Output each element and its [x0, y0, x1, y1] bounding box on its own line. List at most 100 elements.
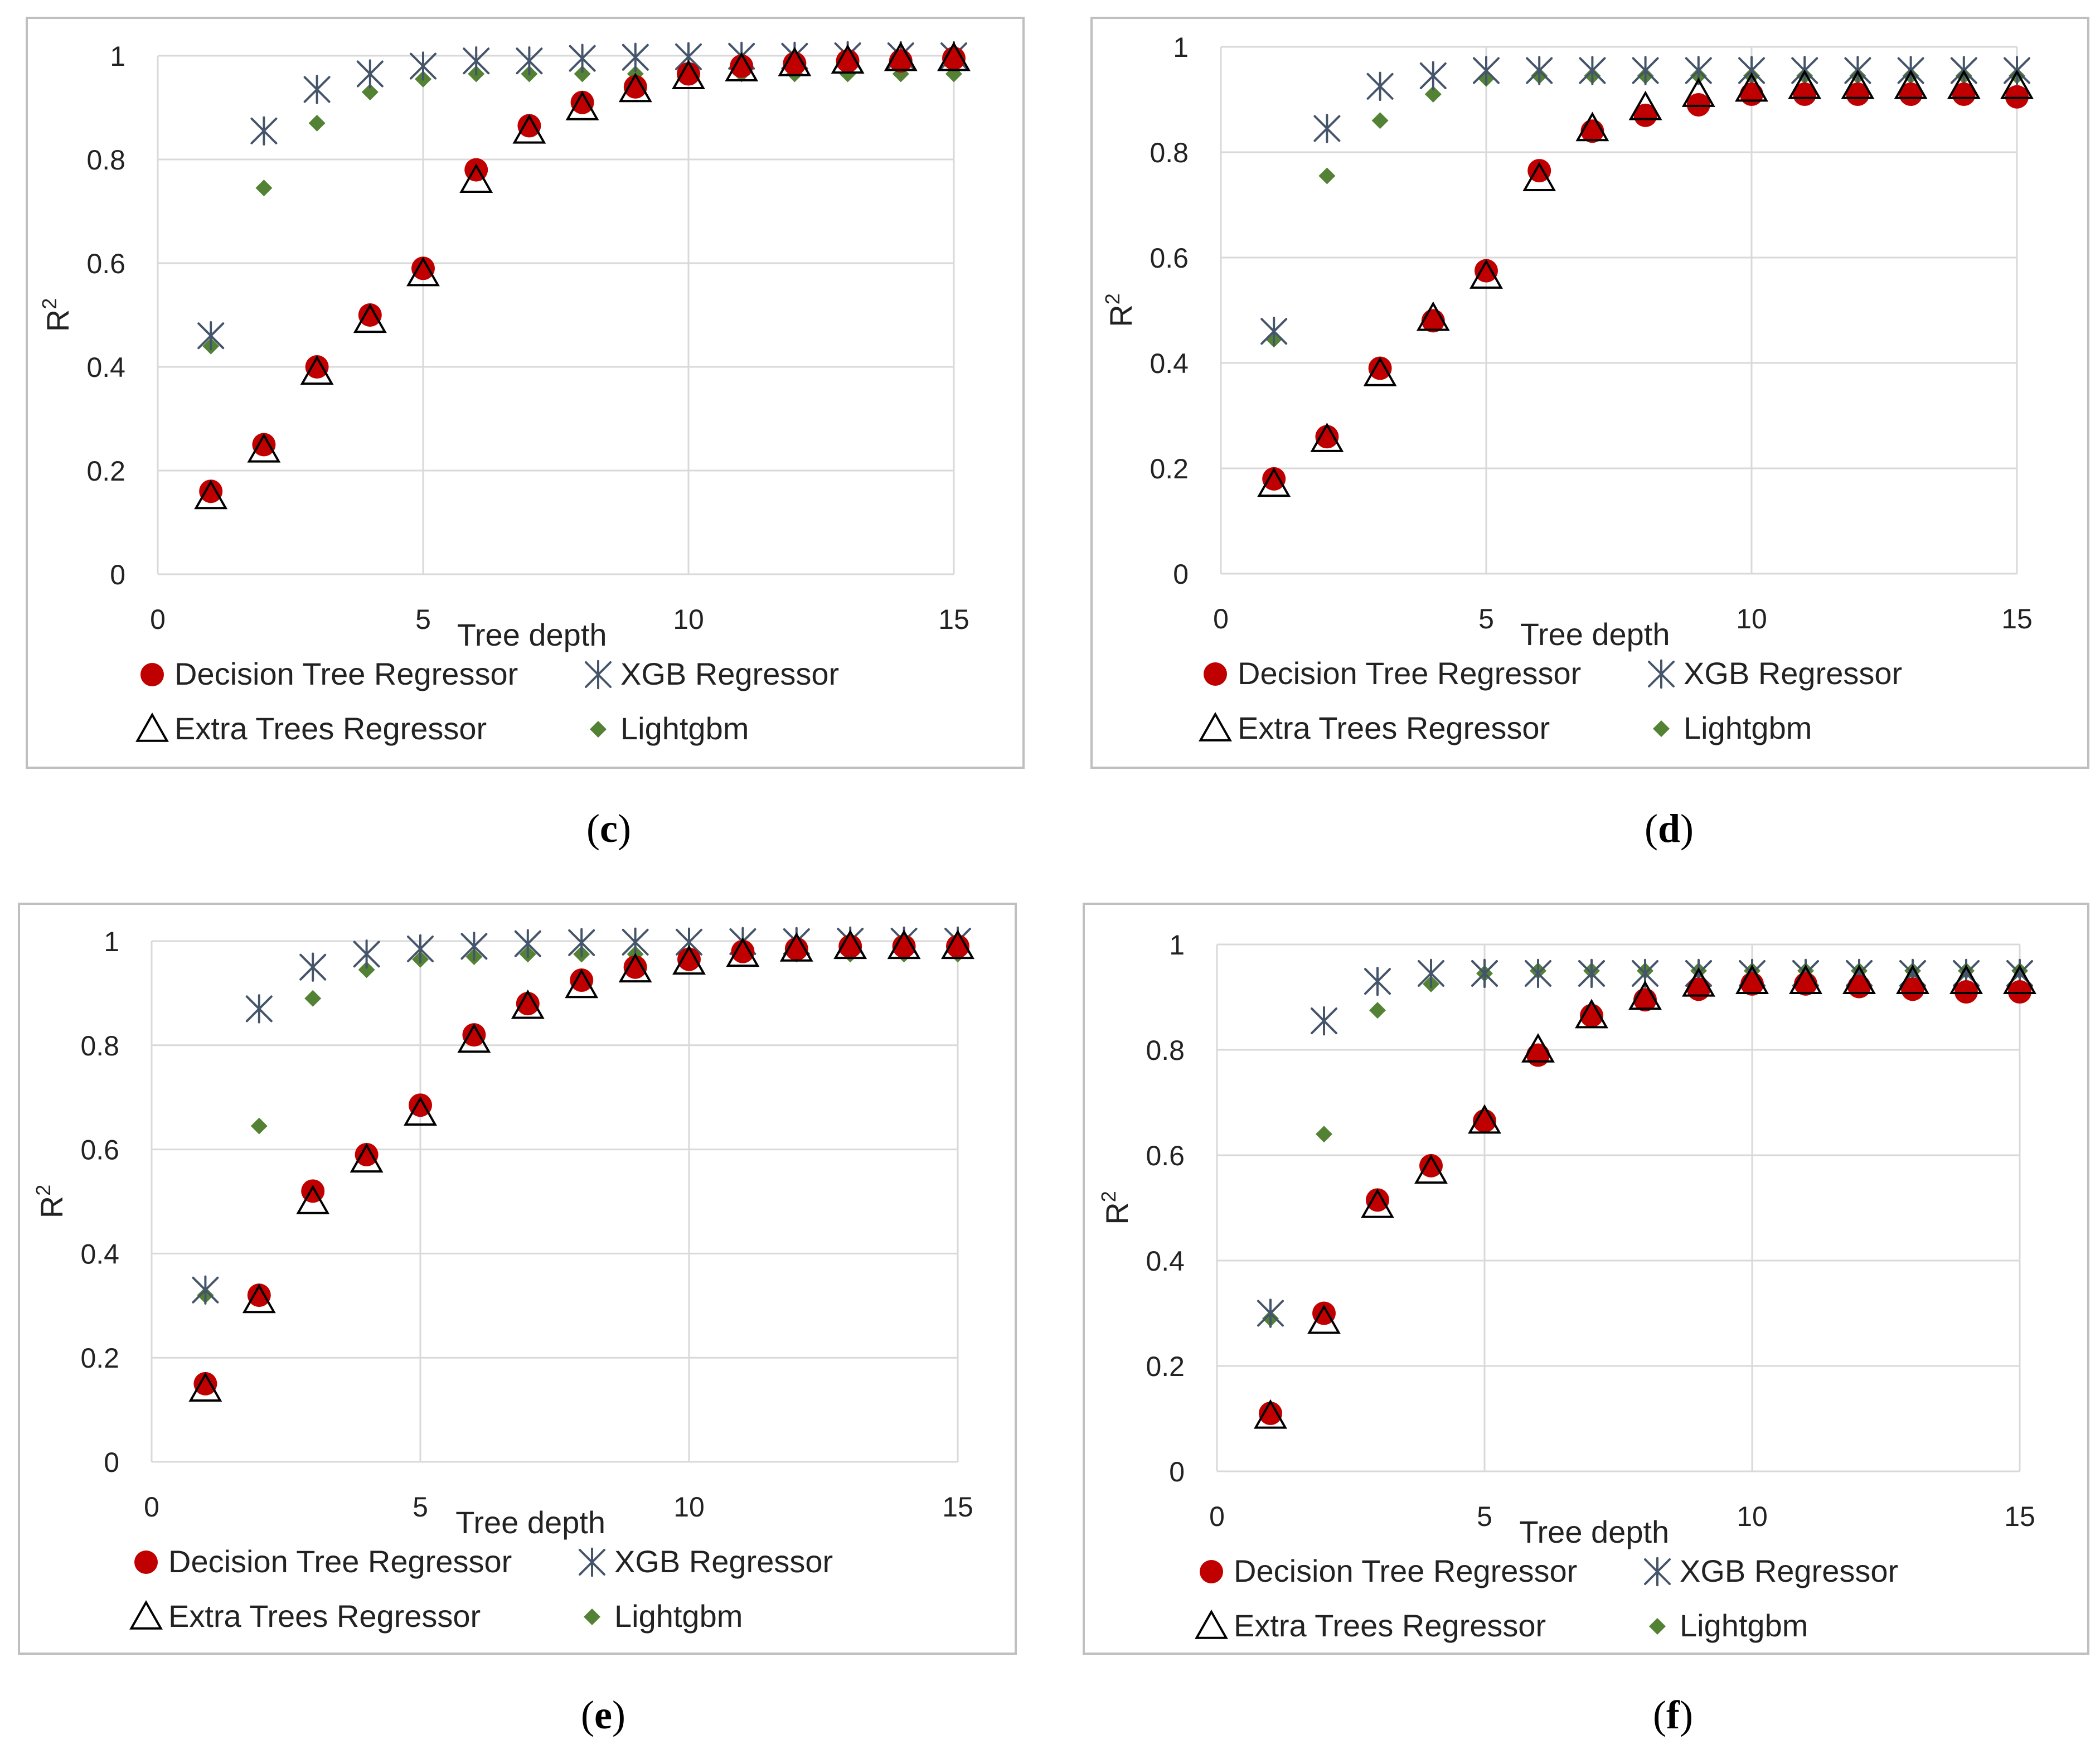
data-point-triangle: [672, 60, 705, 89]
data-point-asterisk: [197, 321, 225, 351]
data-point-triangle: [2000, 69, 2034, 99]
legend-marker-asterisk: [579, 1547, 605, 1577]
series-triangle: [1257, 69, 2034, 497]
legend-label: Decision Tree Regressor: [168, 1544, 512, 1579]
y-tick-label: 0.6: [1150, 243, 1189, 274]
y-tick-label: 0.2: [80, 1343, 119, 1374]
data-point-diamond: [1424, 86, 1442, 103]
x-tick-label: 15: [2004, 1501, 2035, 1532]
data-point-asterisk: [622, 927, 649, 957]
data-point-triangle: [1469, 259, 1503, 289]
data-point-circle: [1366, 1188, 1389, 1212]
x-tick-label: 5: [1478, 603, 1494, 634]
data-point-asterisk: [514, 929, 541, 958]
legend-item-triangle: Extra Trees Regressor: [1199, 710, 1550, 745]
chart-frame: [1083, 903, 2089, 1655]
x-tick-label: 5: [415, 604, 431, 635]
legend-marker-asterisk: [1648, 659, 1675, 689]
x-tick-label: 5: [413, 1491, 428, 1523]
data-point-triangle: [350, 1143, 384, 1173]
data-point-asterisk: [299, 952, 327, 982]
legend-item-circle: Decision Tree Regressor: [134, 1544, 512, 1579]
x-tick-label: 15: [942, 1491, 973, 1523]
data-point-triangle: [1841, 69, 1875, 99]
panel-caption: (d): [1645, 806, 1694, 851]
data-point-asterisk: [1471, 958, 1498, 989]
data-point-triangle: [1575, 999, 1608, 1029]
legend-item-diamond: Lightgbm: [584, 1598, 743, 1634]
data-point-triangle: [1949, 965, 1983, 994]
legend-item-circle: Decision Tree Regressor: [1200, 1553, 1577, 1588]
y-tick-label: 0.8: [1146, 1035, 1185, 1066]
data-point-triangle: [1521, 1033, 1555, 1063]
y-tick-label: 0.8: [86, 144, 125, 176]
legend-label: Decision Tree Regressor: [1238, 656, 1581, 691]
data-point-triangle: [725, 52, 759, 82]
data-point-circle: [355, 1142, 379, 1166]
y-tick-label: 0.4: [86, 352, 125, 383]
data-point-asterisk: [1311, 1006, 1337, 1036]
data-point-triangle: [1416, 301, 1450, 331]
data-point-triangle: [247, 433, 281, 463]
y-tick-label: 0: [1173, 559, 1189, 590]
panel-caption: (f): [1653, 1693, 1693, 1737]
legend-label: XGB Regressor: [1684, 656, 1902, 691]
data-point-triangle: [1628, 90, 1662, 120]
data-point-triangle: [406, 256, 440, 287]
data-point-triangle: [1257, 467, 1291, 497]
data-point-circle: [1419, 1154, 1443, 1178]
data-point-asterisk: [569, 43, 596, 73]
legend-marker-circle: [140, 663, 164, 686]
data-point-diamond: [1369, 1002, 1386, 1019]
x-tick-label: 0: [144, 1491, 159, 1523]
y-tick-label: 1: [1173, 32, 1189, 63]
data-point-circle: [677, 62, 700, 86]
data-point-circle: [623, 955, 647, 979]
data-point-circle: [1262, 467, 1286, 491]
legend-marker-triangle: [1195, 1609, 1228, 1639]
data-point-asterisk: [1419, 61, 1447, 91]
data-point-triangle: [353, 303, 387, 333]
data-point-circle: [1315, 425, 1339, 449]
data-point-circle: [1740, 83, 1763, 106]
data-point-circle: [623, 75, 647, 99]
data-point-triangle: [887, 929, 921, 960]
data-point-triangle: [1575, 112, 1609, 142]
legend-label: Extra Trees Regressor: [168, 1598, 481, 1634]
y-tick-label: 0.2: [1150, 453, 1189, 484]
data-point-triangle: [1896, 965, 1929, 994]
y-tick-label: 1: [1169, 929, 1185, 961]
data-point-circle: [1899, 83, 1923, 106]
x-axis-label: Tree depth: [455, 1505, 605, 1540]
data-point-asterisk: [303, 75, 331, 104]
legend-item-triangle: Extra Trees Regressor: [129, 1598, 481, 1634]
data-point-circle: [1368, 356, 1392, 380]
legend-label: Extra Trees Regressor: [174, 711, 487, 746]
data-point-circle: [193, 1372, 217, 1396]
data-point-asterisk: [1366, 71, 1394, 101]
x-tick-label: 5: [1477, 1501, 1492, 1532]
data-point-asterisk: [410, 51, 437, 81]
legend-marker-circle: [1204, 662, 1227, 686]
x-axis-label: Tree depth: [1519, 1514, 1669, 1549]
data-point-diamond: [304, 990, 322, 1007]
data-point-triangle: [1468, 1104, 1501, 1134]
data-point-circle: [517, 114, 541, 138]
legend-item-asterisk: XGB Regressor: [585, 656, 839, 691]
data-point-triangle: [1735, 965, 1769, 994]
data-point-circle: [730, 54, 754, 78]
data-point-triangle: [565, 90, 599, 120]
legend-label: Lightgbm: [1684, 710, 1812, 745]
data-point-asterisk: [1579, 56, 1606, 85]
data-point-triangle: [1361, 1188, 1394, 1218]
legend-item-asterisk: XGB Regressor: [1648, 656, 1902, 691]
data-point-triangle: [1307, 1304, 1341, 1334]
data-point-triangle: [778, 46, 812, 76]
data-point-triangle: [618, 953, 652, 983]
data-point-asterisk: [568, 928, 595, 958]
x-tick-label: 15: [2001, 603, 2033, 634]
y-tick-label: 0: [1169, 1456, 1185, 1487]
data-point-triangle: [618, 72, 652, 103]
